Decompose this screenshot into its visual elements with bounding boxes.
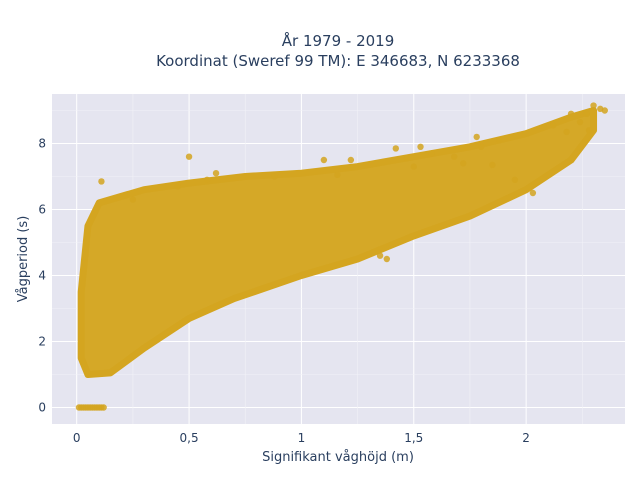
- y-axis-ticks: 0 2 4 6 8: [38, 137, 46, 415]
- data-point: [576, 118, 584, 126]
- data-point: [185, 153, 193, 160]
- x-axis-title: Signifikant våghöjd (m): [262, 450, 414, 465]
- data-point: [271, 173, 278, 180]
- data-point: [417, 143, 424, 150]
- y-tick-label: 2: [38, 335, 46, 349]
- y-tick-label: 8: [38, 137, 46, 151]
- data-point: [428, 150, 435, 157]
- chart-title: År 1979 - 2019: [282, 31, 395, 50]
- data-point: [129, 196, 137, 203]
- data-point: [392, 145, 399, 152]
- x-tick-label: 2: [522, 431, 530, 445]
- data-point: [100, 404, 107, 411]
- data-point: [403, 155, 411, 162]
- y-tick-label: 0: [38, 401, 46, 415]
- data-point: [383, 255, 391, 263]
- data-point: [529, 189, 537, 197]
- data-point: [376, 252, 384, 259]
- data-point: [347, 156, 355, 164]
- data-point: [495, 137, 503, 144]
- x-tick-label: 0,5: [180, 431, 199, 445]
- data-points: [75, 102, 608, 411]
- data-point: [511, 176, 519, 183]
- data-point: [590, 102, 597, 109]
- x-tick-label: 0: [73, 431, 81, 445]
- y-tick-label: 6: [38, 203, 46, 217]
- y-axis-title: Vågperiod (s): [16, 216, 31, 303]
- data-point: [203, 176, 211, 183]
- data-point: [174, 183, 182, 190]
- x-tick-label: 1: [298, 431, 306, 445]
- data-point: [585, 127, 593, 134]
- data-point: [334, 171, 341, 179]
- data-point: [477, 143, 485, 150]
- data-point: [451, 153, 458, 160]
- data-point: [540, 123, 548, 131]
- data-point: [460, 160, 467, 167]
- data-point: [473, 133, 480, 141]
- data-point: [567, 110, 575, 118]
- data-point: [549, 122, 557, 129]
- x-axis-ticks: 0 0,5 1 1,5 2: [73, 431, 530, 445]
- data-point: [320, 156, 328, 164]
- y-tick-label: 4: [38, 269, 46, 283]
- data-point: [563, 128, 570, 136]
- data-point: [489, 161, 496, 169]
- chart-subtitle: Koordinat (Sweref 99 TM): E 346683, N 62…: [156, 52, 520, 70]
- data-point: [410, 163, 417, 170]
- data-point: [98, 178, 105, 185]
- x-tick-label: 1,5: [404, 431, 423, 445]
- data-point: [583, 110, 590, 118]
- data-point: [212, 170, 220, 177]
- data-point: [601, 107, 608, 114]
